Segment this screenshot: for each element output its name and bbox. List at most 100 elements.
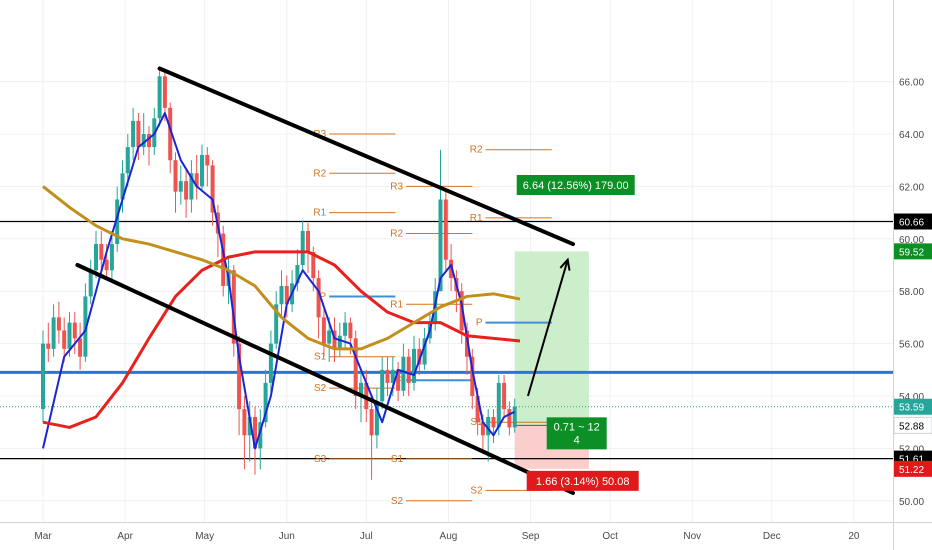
y-tick-label: 50.00 [899, 497, 924, 508]
candle-body [422, 338, 427, 365]
candle-body [512, 406, 517, 428]
candle-body [268, 343, 273, 383]
pivot-label: S2 [470, 485, 483, 496]
price-tag-label: 51.22 [899, 465, 924, 476]
candle-body [184, 181, 189, 200]
candle-body [62, 330, 67, 349]
candle-body [496, 382, 501, 428]
candle-body [311, 251, 316, 279]
candle-body [284, 285, 289, 305]
x-tick-label: Oct [602, 531, 618, 542]
candle-body [141, 134, 146, 148]
candle-body [115, 199, 120, 245]
x-tick-label: May [195, 531, 214, 542]
candle-body [459, 291, 464, 331]
pivot-label: S3 [314, 454, 327, 465]
pivot-label: R1 [390, 299, 403, 310]
upper-trend-line [157, 66, 575, 247]
x-tick-label: Dec [763, 531, 781, 542]
candle-body [480, 422, 485, 436]
candle-body [417, 348, 422, 365]
price-tag-label: 59.52 [899, 247, 924, 258]
candle-body [168, 107, 173, 161]
candle-body [120, 173, 125, 200]
x-tick-label: 20 [848, 531, 860, 542]
candle-body [147, 134, 151, 148]
price-tag-box [894, 460, 932, 477]
candle-body [406, 356, 411, 383]
y-tick-label: 60.00 [899, 235, 924, 246]
pivot-label: S1 [470, 417, 483, 428]
candle-body [173, 160, 178, 192]
candle-body [369, 409, 374, 436]
price-tag-label: 51.61 [899, 455, 924, 466]
pivot-label: P [476, 318, 483, 329]
candle-body [162, 76, 167, 108]
candle-body [263, 382, 268, 423]
x-tick-label: Nov [683, 531, 701, 542]
y-tick-label: 52.00 [899, 444, 924, 455]
x-tick-label: Sep [522, 531, 540, 542]
candle-body [385, 369, 390, 383]
stop-label-box [526, 470, 639, 491]
candle-body [449, 259, 454, 279]
candle-body [401, 356, 406, 391]
candle-body [374, 401, 379, 436]
y-tick-label: 66.00 [899, 78, 924, 89]
forecast-arrow [526, 259, 569, 397]
x-tick-label: Apr [117, 531, 133, 542]
price-tag-box [894, 398, 932, 415]
ratio-label-line-2: 4 [574, 434, 580, 446]
pivot-label: R2 [390, 229, 403, 240]
y-tick-label: 58.00 [899, 287, 924, 298]
candle-body [104, 259, 109, 271]
candle-body [465, 330, 469, 357]
candle-body [189, 173, 194, 200]
candle-body [237, 343, 242, 410]
candle-body [46, 343, 51, 349]
candle-body [348, 322, 353, 339]
price-tag-box [893, 416, 932, 434]
blue-series-line [42, 112, 516, 450]
pivot-label: R2 [470, 145, 483, 156]
candle-body [295, 265, 300, 284]
ratio-label: 0.71 ~ 12 [554, 421, 600, 433]
y-tick-label: 62.00 [899, 182, 924, 193]
candle-body [125, 147, 130, 174]
candle-body [247, 416, 252, 436]
pivot-label: S1 [391, 454, 404, 465]
price-tag-box [894, 213, 932, 230]
candle-body [41, 343, 45, 410]
candle-body [274, 304, 279, 344]
candle-body [178, 181, 183, 192]
candle-body [279, 285, 284, 305]
candle-body [343, 322, 348, 336]
candle-body [486, 416, 491, 436]
candle-body [438, 199, 443, 292]
candle-body [337, 335, 342, 349]
candle-body [136, 120, 141, 148]
price-tag-box [894, 243, 932, 260]
candle-body [78, 338, 83, 357]
x-tick-label: Mar [34, 531, 52, 542]
target-zone [514, 251, 589, 426]
candle-body [99, 244, 104, 260]
target-label: 6.64 (12.56%) 179.00 [523, 180, 629, 192]
candle-body [242, 409, 247, 436]
pivot-label: R1 [470, 213, 483, 224]
candle-body [380, 369, 385, 402]
candle-body [194, 173, 199, 187]
candle-body [200, 154, 204, 187]
y-tick-label: 64.00 [899, 130, 924, 141]
candle-body [109, 244, 114, 271]
candle-body [56, 317, 61, 331]
candle-body [502, 382, 507, 410]
pivot-label: P [320, 291, 327, 302]
x-tick-label: Aug [440, 531, 458, 542]
candle-body [353, 338, 358, 396]
candle-body [210, 165, 215, 213]
stop-label: 1.66 (3.14%) 50.08 [536, 476, 630, 488]
candle-body [83, 296, 88, 357]
